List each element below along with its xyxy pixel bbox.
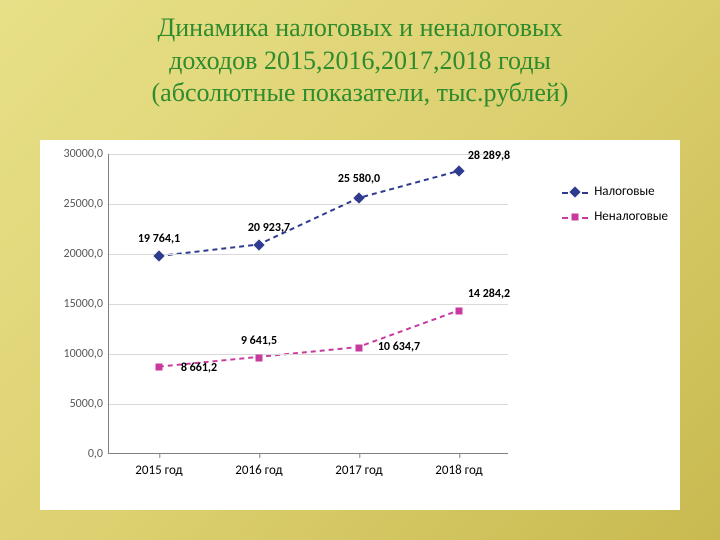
data-label: 8 661,2 [181,361,217,379]
y-axis-label: 30000,0 [64,147,110,161]
data-label: 19 764,1 [138,232,180,250]
y-axis-label: 0,0 [88,447,109,461]
legend-item: Налоговые [562,184,668,199]
data-label: 9 641,5 [241,334,277,352]
series-line-0 [159,171,458,256]
title-line-2: доходов 2015,2016,2017,2018 годы [40,45,680,78]
gridline [109,354,508,355]
data-marker [356,344,363,351]
x-axis-label: 2015 год [135,453,182,478]
x-axis-label: 2017 год [335,453,382,478]
legend: Налоговые Неналоговые [562,184,668,234]
series-line-1 [159,311,458,367]
y-axis-label: 10000,0 [64,347,110,361]
legend-label: Неналоговые [594,209,668,224]
gridline [109,154,508,155]
data-marker [156,364,163,371]
legend-label: Налоговые [594,184,654,199]
gridline [109,404,508,405]
legend-item: Неналоговые [562,209,668,224]
y-axis-label: 20000,0 [64,247,110,261]
title-line-3: (абсолютные показатели, тыс.рублей) [40,77,680,110]
gridline [109,204,508,205]
data-marker [256,354,263,361]
data-label: 28 289,8 [468,149,510,167]
data-marker [456,308,463,315]
data-label: 10 634,7 [378,340,420,358]
data-label: 14 284,2 [468,287,510,305]
slide: Динамика налоговых и неналоговых доходов… [0,0,720,540]
gridline [109,254,508,255]
chart-area: 0,0 5000,0 10000,0 15000,0 20000,0 25000,0 300… [40,140,680,510]
x-axis-label: 2018 год [435,453,482,478]
slide-title: Динамика налоговых и неналоговых доходов… [40,0,680,110]
plot-area: 0,05000,010000,015000,020000,025000,0300… [108,154,508,454]
data-label: 25 580,0 [338,172,380,190]
data-label: 20 923,7 [248,221,290,239]
title-line-1: Динамика налоговых и неналоговых [40,12,680,45]
y-axis-label: 15000,0 [64,297,110,311]
gridline [109,304,508,305]
y-axis-label: 5000,0 [70,397,109,411]
y-axis-label: 25000,0 [64,197,110,211]
x-axis-label: 2016 год [235,453,282,478]
